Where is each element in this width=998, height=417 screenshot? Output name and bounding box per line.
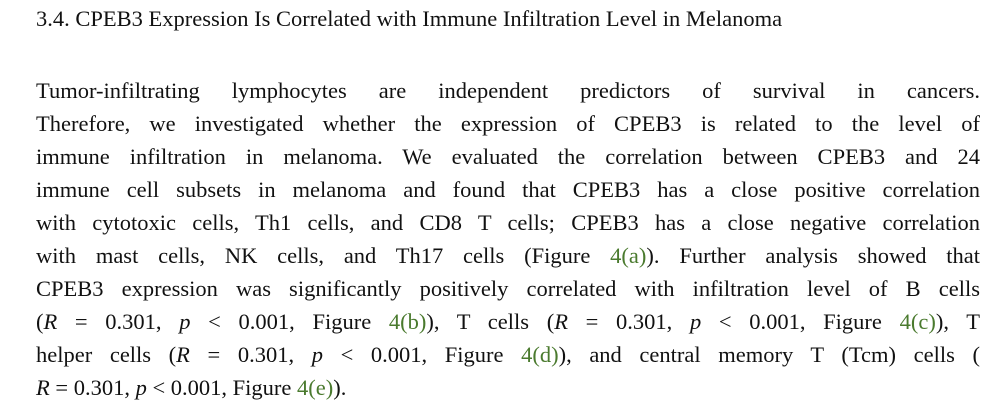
text-run: = 0.301, <box>567 309 690 334</box>
paragraph-line-7: CPEB3 expression was significantly posit… <box>36 276 980 301</box>
paragraph-line-10: R = 0.301, p < 0.001, Figure 4(e)). <box>36 371 980 404</box>
text-run: ). <box>333 375 347 400</box>
figure-4d-link[interactable]: 4(d) <box>521 342 559 367</box>
paragraph-line-5: with cytotoxic cells, Th1 cells, and CD8… <box>36 210 980 235</box>
math-p: p <box>311 342 323 367</box>
paragraph-line-8: (R = 0.301, p < 0.001, Figure 4(b)), T c… <box>36 305 980 338</box>
body-paragraph: Tumor-infiltrating lymphocytes are indep… <box>36 74 980 404</box>
section-heading: 3.4. CPEB3 Expression Is Correlated with… <box>36 6 783 31</box>
math-r: R <box>43 309 58 334</box>
figure-4e-link[interactable]: 4(e) <box>297 375 334 400</box>
text-run: ). Further analysis showed that <box>646 243 981 268</box>
figure-4a-link[interactable]: 4(a) <box>610 243 647 268</box>
paragraph-line-1: Tumor-infiltrating lymphocytes are indep… <box>36 78 980 103</box>
text-run: < 0.001, Figure <box>190 309 389 334</box>
text-run: < 0.001, Figure <box>701 309 900 334</box>
figure-4c-link[interactable]: 4(c) <box>899 309 936 334</box>
paragraph-line-6: with mast cells, NK cells, and Th17 cell… <box>36 239 980 272</box>
math-p: p <box>135 375 147 400</box>
text-run: with mast cells, NK cells, and Th17 cell… <box>36 243 611 268</box>
paragraph-line-3: immune infiltration in melanoma. We eval… <box>36 144 980 169</box>
math-r: R <box>554 309 568 334</box>
paragraph-line-4: immune cell subsets in melanoma and foun… <box>36 177 980 202</box>
text-run: < 0.001, Figure <box>322 342 522 367</box>
text-run: = 0.301, <box>57 309 180 334</box>
paragraph-line-9: helper cells (R = 0.301, p < 0.001, Figu… <box>36 338 980 371</box>
math-p: p <box>689 309 702 334</box>
text-run: ( <box>36 309 44 334</box>
paragraph-line-2: Therefore, we investigated whether the e… <box>36 111 980 136</box>
math-p: p <box>179 309 191 334</box>
text-run: = 0.301, <box>189 342 312 367</box>
text-run: ), T <box>935 309 980 334</box>
text-run: ), and central memory T (Tcm) cells ( <box>558 342 980 367</box>
text-run: ), T cells ( <box>426 309 555 334</box>
text-run: helper cells ( <box>36 342 177 367</box>
math-r: R <box>36 375 50 400</box>
math-r: R <box>176 342 190 367</box>
text-run: = 0.301, <box>49 375 136 400</box>
figure-4b-link[interactable]: 4(b) <box>388 309 427 334</box>
text-run: < 0.001, Figure <box>146 375 298 400</box>
